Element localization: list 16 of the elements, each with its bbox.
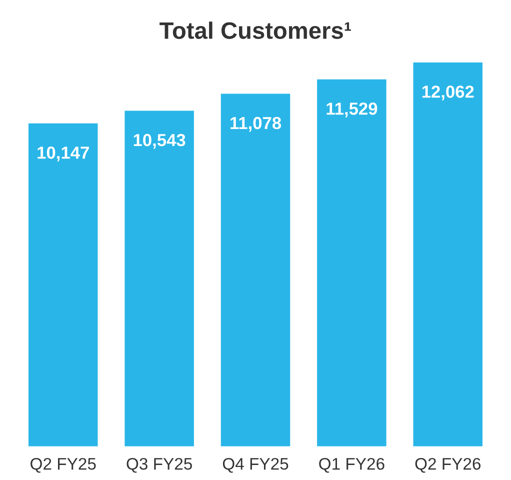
bar bbox=[124, 110, 194, 446]
data-label: 11,078 bbox=[230, 116, 282, 132]
x-tick-label: Q2 FY25 bbox=[30, 458, 96, 473]
data-label: 12,062 bbox=[422, 86, 474, 100]
data-label: 11,529 bbox=[326, 102, 378, 118]
x-tick-label: Q1 FY26 bbox=[319, 458, 384, 473]
x-tick-label: Q3 FY25 bbox=[126, 458, 192, 473]
x-tick-label: Q2 FY26 bbox=[415, 458, 480, 473]
bar bbox=[28, 123, 98, 446]
x-tick-label: Q4 FY25 bbox=[222, 458, 288, 473]
data-label: 10,147 bbox=[38, 146, 89, 162]
bar bbox=[220, 94, 290, 446]
bar bbox=[413, 62, 483, 446]
data-label: 10,543 bbox=[134, 134, 186, 149]
bar bbox=[317, 79, 386, 446]
chart-title: Total Customers¹ bbox=[160, 22, 351, 39]
